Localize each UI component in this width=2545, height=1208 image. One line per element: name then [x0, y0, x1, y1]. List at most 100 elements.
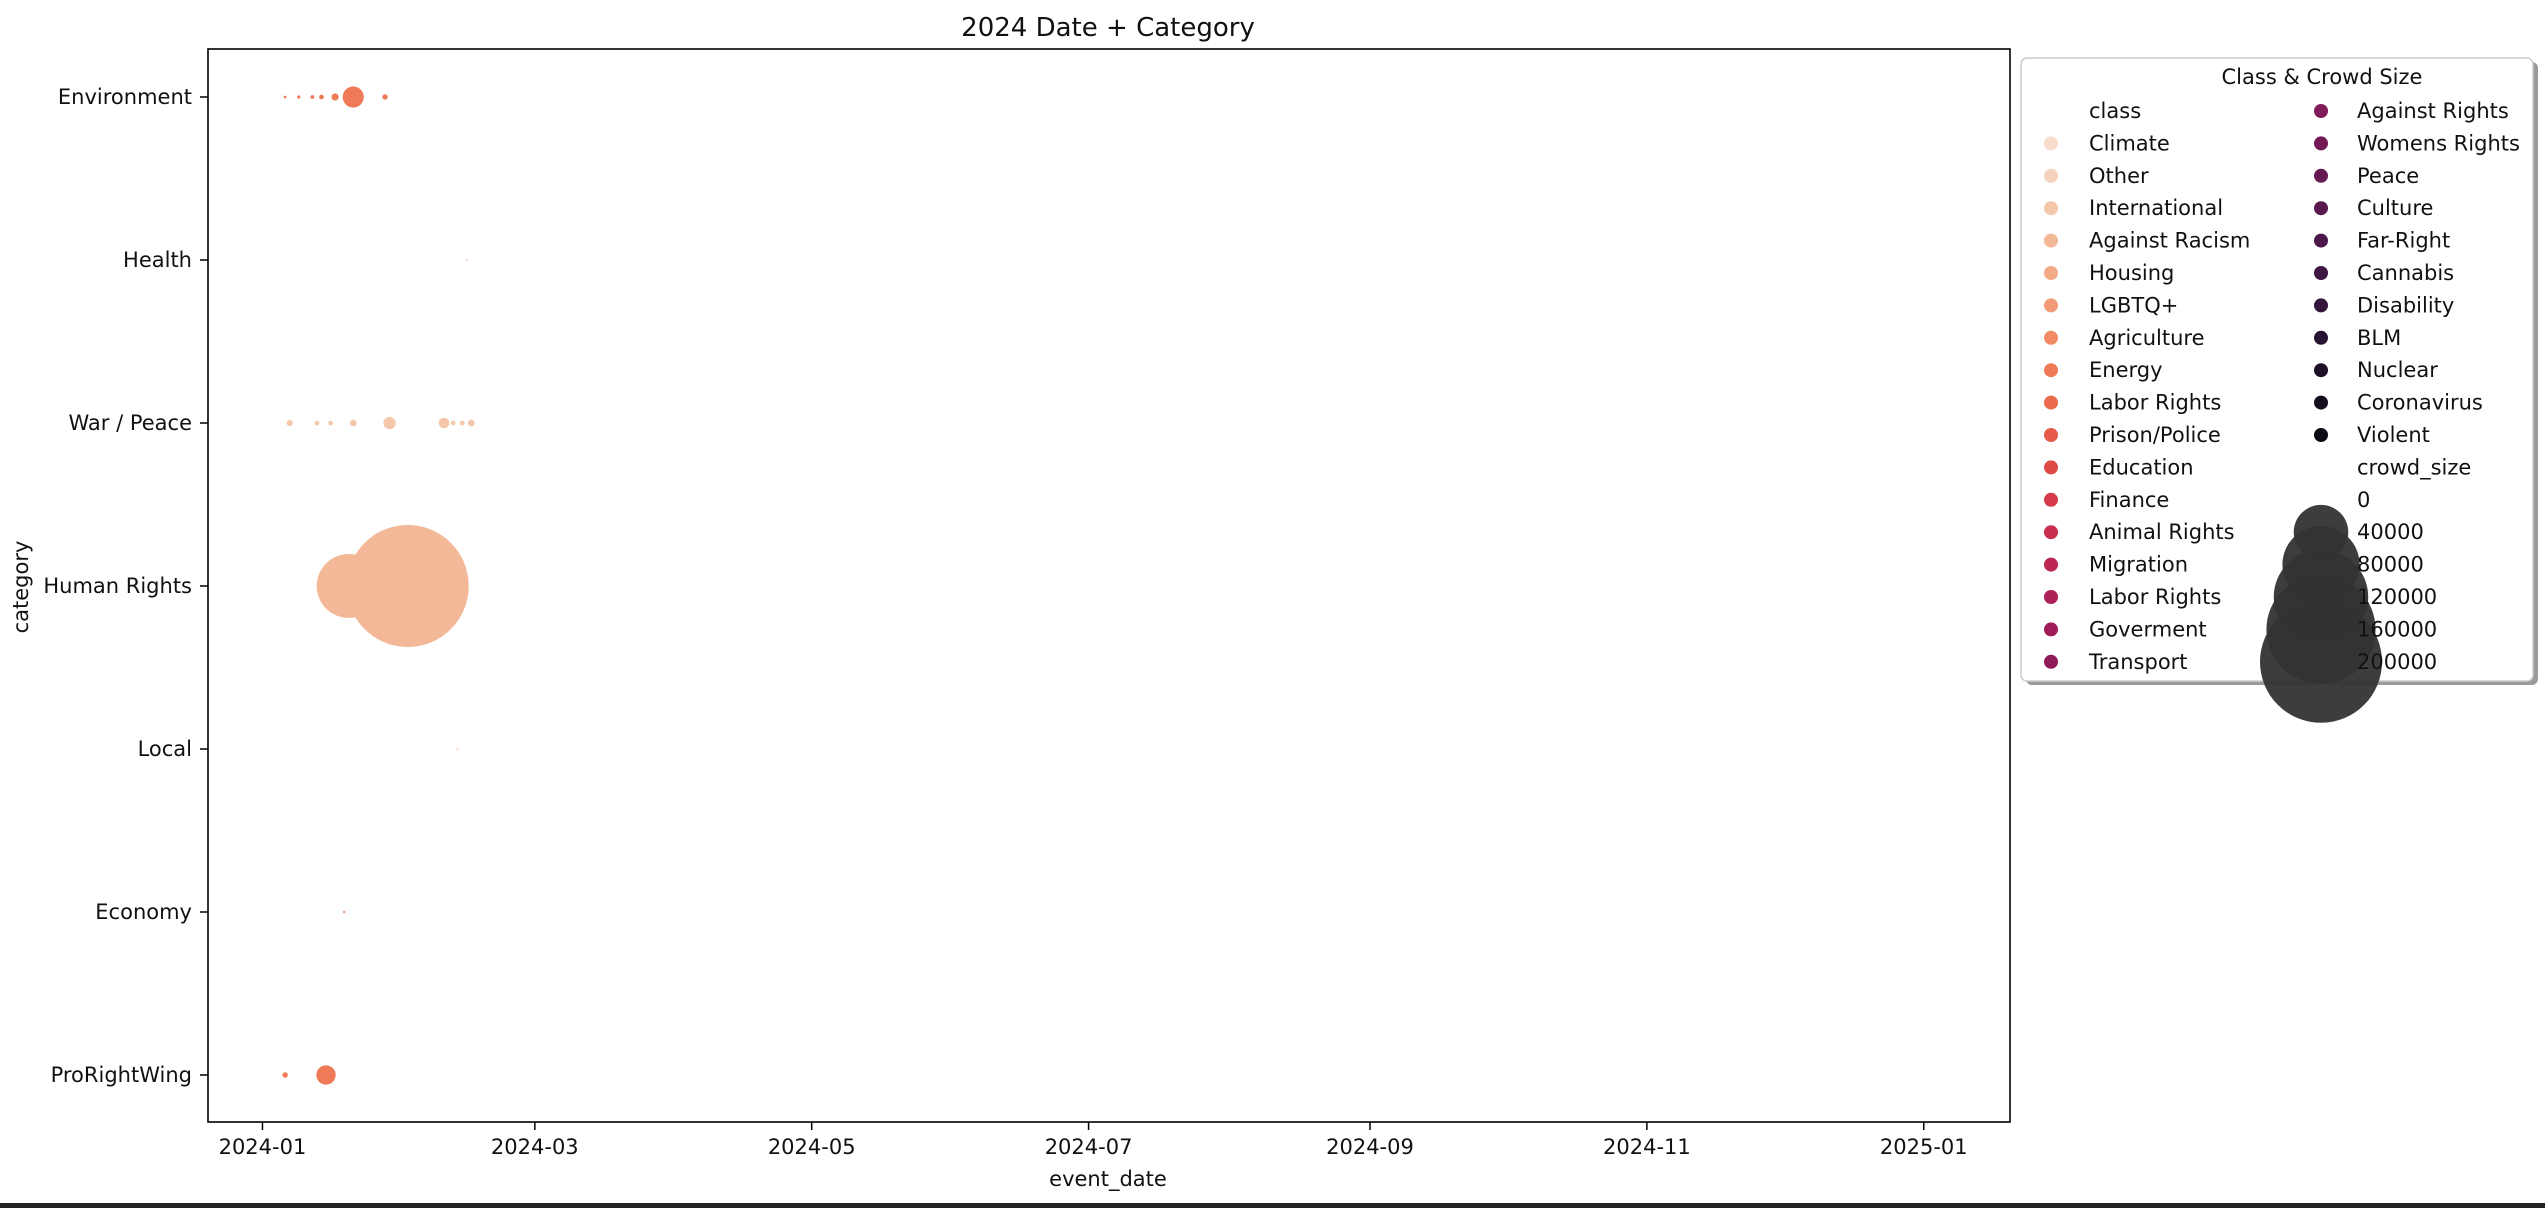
data-point — [459, 420, 465, 426]
legend-marker — [2314, 168, 2328, 183]
legend-items: class Climate Other International Against Ra… — [2044, 99, 2520, 723]
legend-label: Education — [2089, 455, 2194, 479]
data-point — [283, 95, 287, 99]
legend-label: Prison/Police — [2089, 423, 2221, 447]
legend-marker — [2314, 266, 2328, 280]
legend-marker — [2044, 201, 2058, 216]
y-tick-label: Environment — [58, 85, 192, 109]
legend-label: Labor Rights — [2089, 391, 2221, 415]
legend-marker — [2044, 557, 2058, 572]
legend-label: Transport — [2088, 650, 2188, 674]
legend-label: International — [2089, 196, 2223, 220]
legend-label: Goverment — [2089, 617, 2207, 641]
x-tick-label: 2024-01 — [219, 1135, 307, 1159]
legend-label: Violent — [2357, 423, 2430, 447]
y-axis-label: category — [9, 541, 33, 634]
legend-size-label: 120000 — [2357, 585, 2437, 609]
legend-marker — [2314, 201, 2328, 216]
data-point — [467, 419, 475, 427]
legend-label: Disability — [2357, 293, 2454, 317]
legend-marker — [2314, 395, 2328, 410]
legend-label: Coronavirus — [2357, 391, 2483, 415]
data-point — [342, 910, 346, 914]
data-point — [450, 420, 456, 426]
legend-marker — [2314, 428, 2328, 442]
legend-marker — [2044, 298, 2058, 313]
legend: Class & Crowd Size class Climate Other Inte… — [2020, 57, 2538, 723]
x-tick-label: 2025-01 — [1880, 1135, 1968, 1159]
legend-marker — [2314, 233, 2328, 248]
data-point — [342, 86, 364, 108]
data-point — [346, 525, 469, 647]
legend-marker — [2044, 492, 2058, 507]
legend-label: BLM — [2357, 326, 2401, 350]
data-point — [319, 94, 324, 100]
legend-marker — [2044, 136, 2058, 151]
legend-label: Labor Rights — [2089, 585, 2221, 609]
plot-area — [207, 48, 2011, 1123]
y-axis: Environment Health War / Peace Human Rights… — [43, 85, 208, 1087]
legend-size-label: 40000 — [2357, 520, 2424, 544]
x-axis-label: event_date — [1049, 1167, 1167, 1192]
legend-marker — [2314, 363, 2328, 378]
data-points — [282, 86, 475, 1085]
legend-marker — [2314, 104, 2328, 118]
legend-label: Peace — [2357, 164, 2419, 188]
chart-title: 2024 Date + Category — [961, 13, 1255, 43]
data-point — [465, 258, 469, 262]
legend-label: Housing — [2089, 261, 2174, 285]
data-point — [297, 95, 301, 99]
data-point — [282, 1072, 288, 1078]
legend-label: Migration — [2089, 553, 2188, 577]
legend-label: Against Racism — [2089, 229, 2250, 253]
legend-title: Class & Crowd Size — [2222, 65, 2423, 89]
y-tick-label: Economy — [95, 900, 192, 924]
legend-marker — [2314, 298, 2328, 313]
y-tick-label: War / Peace — [68, 411, 192, 435]
legend-marker — [2044, 622, 2058, 637]
data-point — [331, 93, 339, 101]
legend-size-label: 200000 — [2357, 650, 2437, 674]
data-point — [310, 95, 315, 99]
window-bottom-border — [0, 1203, 2545, 1208]
data-point — [349, 419, 357, 427]
x-tick-label: 2024-07 — [1045, 1135, 1133, 1159]
data-point — [383, 416, 396, 430]
y-tick-label: Human Rights — [43, 574, 192, 598]
legend-size-label: 80000 — [2357, 553, 2424, 577]
legend-label: LGBTQ+ — [2089, 293, 2178, 317]
y-tick-label: ProRightWing — [51, 1063, 192, 1087]
legend-label: Far-Right — [2357, 229, 2450, 253]
legend-label: Nuclear — [2357, 358, 2438, 382]
legend-label: Climate — [2089, 131, 2170, 155]
y-tick-label: Local — [138, 737, 192, 761]
legend-marker — [2044, 590, 2058, 604]
legend-marker — [2314, 136, 2328, 151]
legend-marker — [2044, 330, 2058, 345]
data-point — [382, 94, 388, 100]
legend-marker — [2044, 525, 2058, 540]
legend-marker — [2044, 395, 2058, 410]
legend-marker — [2314, 330, 2328, 345]
data-point — [316, 1065, 336, 1085]
x-tick-label: 2024-05 — [768, 1135, 856, 1159]
legend-size-label: 160000 — [2357, 617, 2437, 641]
x-tick-label: 2024-09 — [1326, 1135, 1414, 1159]
data-point — [314, 420, 320, 426]
data-point — [456, 747, 459, 751]
legend-marker — [2044, 233, 2058, 248]
legend-marker — [2044, 428, 2058, 442]
legend-label: Energy — [2089, 358, 2163, 382]
legend-size-marker — [2260, 600, 2382, 723]
legend-label: Animal Rights — [2089, 520, 2235, 544]
x-axis: 2024-01 2024-03 2024-05 2024-07 2024-09 2024-… — [219, 1122, 1968, 1159]
legend-size-label: 0 — [2357, 488, 2370, 512]
legend-label: Other — [2089, 164, 2149, 188]
legend-marker — [2044, 168, 2058, 183]
data-point — [286, 419, 293, 427]
x-tick-label: 2024-11 — [1603, 1135, 1691, 1159]
y-tick-label: Health — [123, 248, 192, 272]
legend-label: Womens Rights — [2357, 131, 2520, 155]
legend-label: Finance — [2089, 488, 2169, 512]
